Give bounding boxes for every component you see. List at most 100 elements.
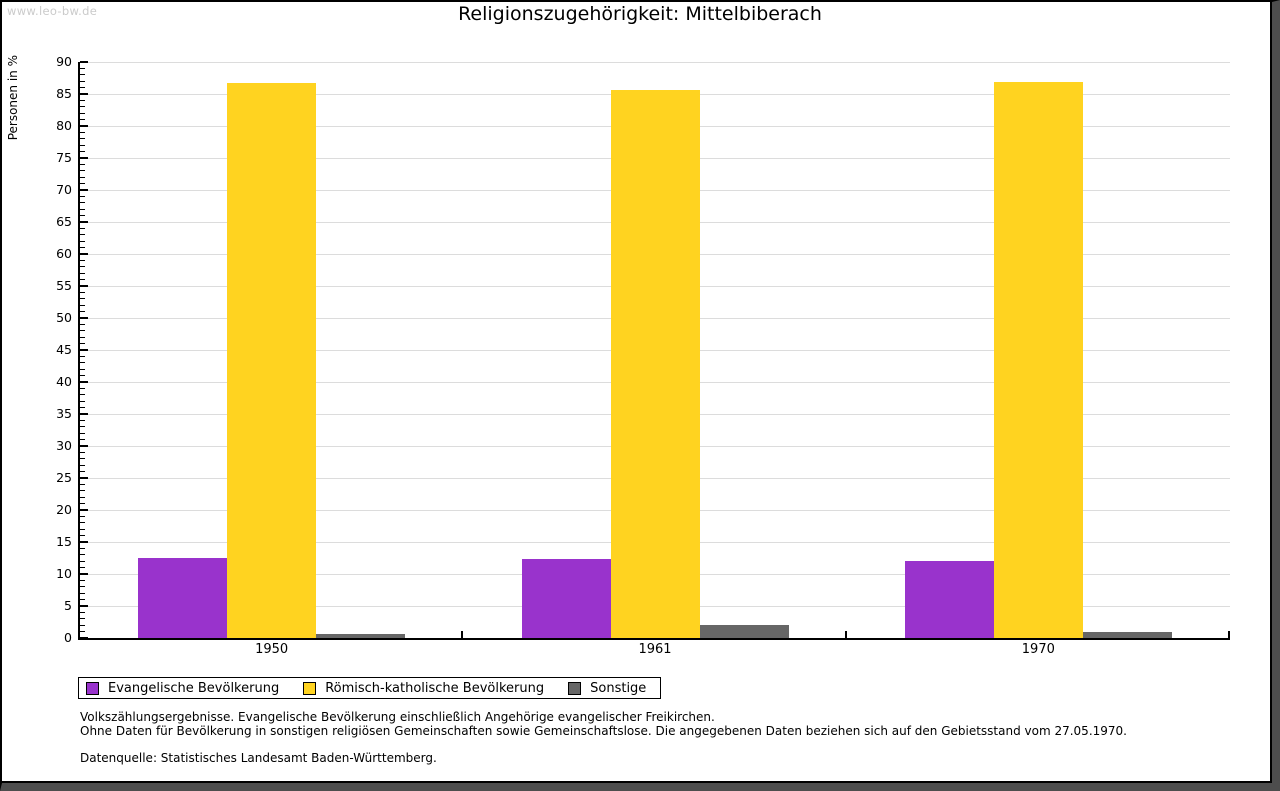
y-axis-minor-tick [80,119,85,121]
y-axis-minor-tick [80,490,85,492]
y-axis-minor-tick [80,176,85,178]
y-axis-tick-label: 60 [56,246,72,261]
y-axis-major-tick [80,285,88,287]
y-axis-minor-tick [80,451,85,453]
y-axis-minor-tick [80,458,85,460]
y-axis-minor-tick [80,144,85,146]
y-axis-minor-tick [80,151,85,153]
y-axis-minor-tick [80,496,85,498]
y-axis-major-tick [80,189,88,191]
y-axis-minor-tick [80,67,85,69]
y-axis-minor-tick [80,599,85,601]
bar-series1-1950 [138,558,228,638]
y-axis-tick-label: 45 [56,342,72,357]
y-axis-minor-tick [80,87,85,89]
y-axis-minor-tick [80,624,85,626]
y-axis-tick-label: 50 [56,310,72,325]
y-axis-tick-label: 80 [56,118,72,133]
y-axis-minor-tick [80,432,85,434]
legend-item-label: Sonstige [590,680,647,696]
y-axis-minor-tick [80,515,85,517]
y-axis-minor-tick [80,240,85,242]
y-axis-minor-tick [80,426,85,428]
x-axis-tick [844,631,847,638]
data-source: Datenquelle: Statistisches Landesamt Bad… [80,751,437,765]
y-axis-minor-tick [80,215,85,217]
y-axis-minor-tick [80,131,85,133]
y-axis-major-tick [80,253,88,255]
y-axis-tick-label: 5 [64,598,72,613]
bar-series3-1961 [699,625,789,638]
y-axis-minor-tick [80,298,85,300]
y-axis-major-tick [80,605,88,607]
y-axis-minor-tick [80,362,85,364]
y-axis-minor-tick [80,368,85,370]
bar-series3-1950 [316,633,406,638]
y-axis-tick-label: 55 [56,278,72,293]
y-axis-tick-label: 0 [64,630,72,645]
y-axis-major-tick [80,573,88,575]
y-axis-minor-tick [80,170,85,172]
y-axis-minor-tick [80,336,85,338]
bar-series1-1961 [521,558,611,638]
y-axis-minor-tick [80,138,85,140]
y-axis-minor-tick [80,279,85,281]
y-axis-minor-tick [80,387,85,389]
bar-series1-1970 [904,561,994,638]
y-axis-major-tick [80,413,88,415]
y-axis-tick-label: 35 [56,406,72,421]
plot-area: 1950 1961 1970 [78,61,1230,657]
y-axis-minor-tick [80,554,85,556]
legend-color-swatch [303,681,317,695]
legend: Evangelische Bevölkerung Römisch-katholis… [78,677,662,699]
x-axis-tick [1228,631,1230,638]
x-axis-category-label: 1961 [638,642,672,657]
y-axis-minor-tick [80,528,85,530]
y-axis-minor-tick [80,195,85,197]
y-axis-minor-tick [80,227,85,229]
legend-item-label: Evangelische Bevölkerung [108,680,280,696]
y-axis-tick-label: 15 [56,534,72,549]
y-axis-tick-labels: 0 5 10 15 20 25 30 35 40 45 50 55 60 65 70 75 80 85 90 [0,54,72,645]
y-axis-minor-tick [80,112,85,114]
x-axis-category-label: 1970 [1021,642,1055,657]
legend-color-swatch [86,681,99,695]
y-axis-minor-tick [80,464,85,466]
y-axis-tick-label: 75 [56,150,72,165]
y-axis-minor-tick [80,407,85,409]
y-axis-minor-tick [80,311,85,313]
y-axis-tick-label: 85 [56,86,72,101]
y-axis-minor-tick [80,375,85,377]
y-axis-major-tick [80,317,88,319]
y-axis-minor-tick [80,547,85,549]
y-axis-major-tick [80,541,88,543]
y-axis-minor-tick [80,304,85,306]
footnote-line-2: Ohne Daten für Bevölkerung in sonstigen … [80,724,1127,738]
y-axis-minor-tick [80,259,85,261]
legend-color-swatch [568,681,582,695]
y-axis-minor-tick [80,343,85,345]
y-axis-major-tick [80,509,88,511]
y-axis-minor-tick [80,291,85,293]
legend-item: Sonstige [568,681,646,696]
y-axis-major-tick [80,349,88,351]
bar-series2-1950 [227,83,317,638]
y-axis-tick-label: 10 [56,566,72,581]
y-axis-minor-tick [80,234,85,236]
x-axis-tick [461,631,464,638]
y-axis-minor-tick [80,330,85,332]
y-axis-minor-tick [80,272,85,274]
y-axis-major-tick [80,93,88,95]
y-axis-tick-label: 90 [56,54,72,69]
chart-title: Religionszugehörigkeit: Mittelbiberach [458,3,822,25]
y-axis-minor-tick [80,247,85,249]
y-axis-tick-label: 70 [56,182,72,197]
y-axis-minor-tick [80,106,85,108]
y-axis-minor-tick [80,579,85,581]
y-axis-major-tick [80,381,88,383]
y-axis-major-tick [80,157,88,159]
y-axis-minor-tick [80,394,85,396]
y-axis-minor-tick [80,80,85,82]
y-axis-major-tick [80,477,88,479]
